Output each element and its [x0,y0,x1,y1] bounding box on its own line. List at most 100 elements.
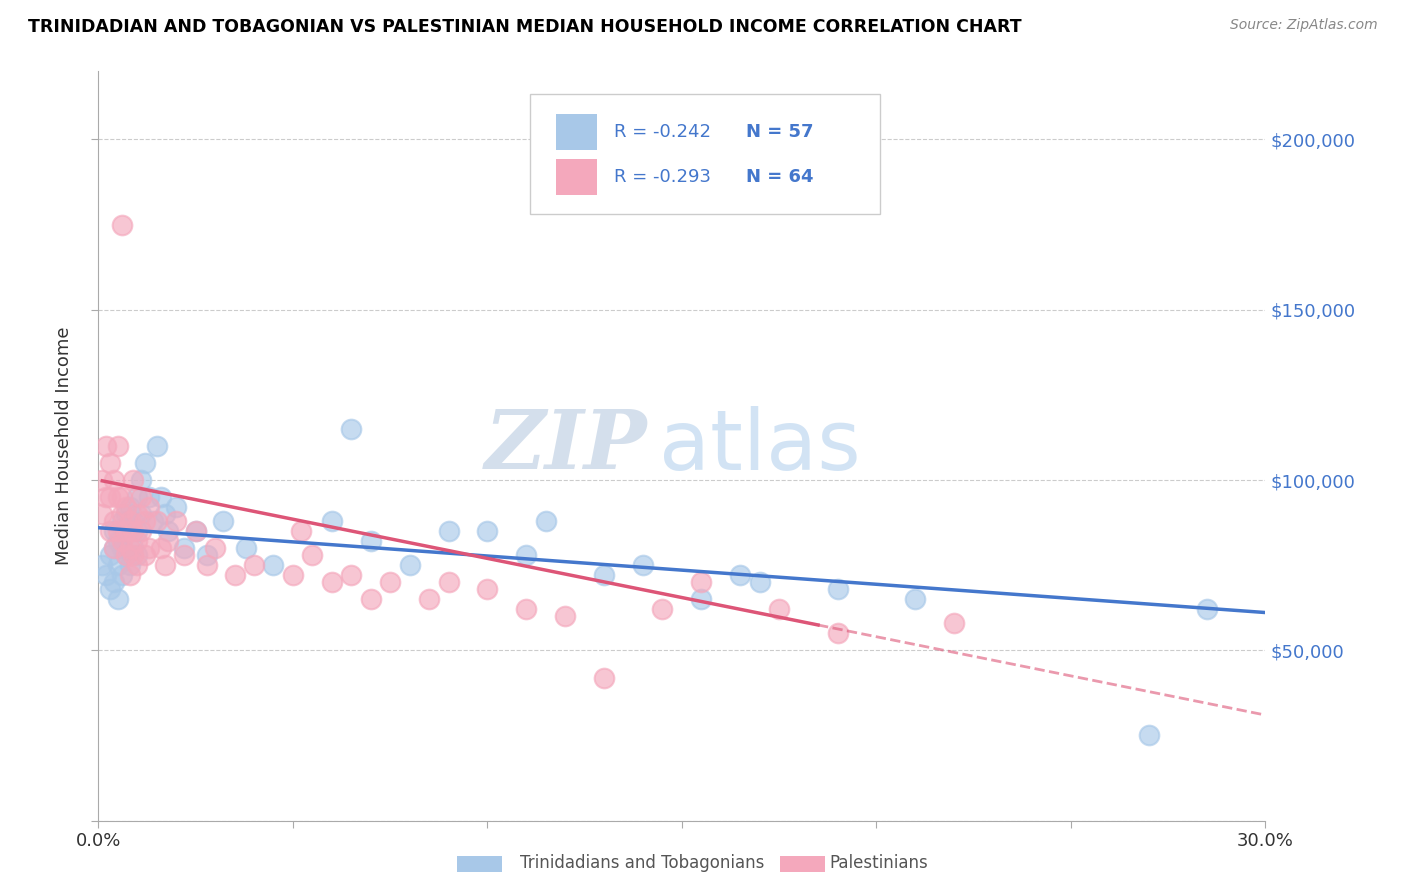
Point [149,541,172,556]
Point [321,575,343,590]
Point [730,568,752,582]
Point [114,548,136,562]
Point [138,541,160,556]
Point [103,541,125,556]
Point [290,524,312,538]
Point [340,568,363,582]
Point [146,514,169,528]
Point [149,490,172,504]
Point [768,602,790,616]
Point [127,548,149,562]
Point [111,541,134,556]
Point [1137,729,1160,743]
Point [129,507,152,521]
Point [827,582,849,596]
Point [98,524,121,538]
Point [127,524,149,538]
Point [103,575,125,590]
Point [690,592,713,607]
Point [515,548,537,562]
Point [593,568,616,582]
Point [631,558,654,573]
Point [827,626,849,640]
Point [111,514,134,528]
Point [142,514,165,528]
Text: N = 64: N = 64 [747,168,814,186]
Point [122,473,145,487]
Point [1195,602,1218,616]
Point [111,507,134,521]
Y-axis label: Median Household Income: Median Household Income [55,326,73,566]
Point [748,575,770,590]
Point [157,534,180,549]
Point [281,568,304,582]
Point [153,507,176,521]
FancyBboxPatch shape [530,94,880,214]
Point [321,514,343,528]
Point [651,602,673,616]
Point [360,592,382,607]
Point [138,500,160,515]
Point [398,558,420,573]
Text: Source: ZipAtlas.com: Source: ZipAtlas.com [1230,18,1378,32]
Point [111,218,134,232]
Point [129,524,152,538]
Point [96,439,118,453]
Point [690,575,713,590]
Point [122,524,145,538]
Point [418,592,440,607]
Text: Palestinians: Palestinians [830,855,928,872]
Point [107,524,129,538]
Point [129,490,152,504]
Point [114,524,136,538]
Point [118,568,141,582]
Point [103,524,125,538]
Point [134,548,156,562]
Point [118,514,141,528]
Point [103,514,125,528]
Point [212,514,235,528]
Point [195,558,218,573]
Point [118,541,141,556]
Text: N = 57: N = 57 [747,123,814,141]
Point [437,575,460,590]
Point [477,582,499,596]
Point [118,558,141,573]
Point [96,568,118,582]
Point [118,500,141,515]
Point [127,507,149,521]
Point [165,500,187,515]
Point [114,548,136,562]
Point [235,541,257,556]
Point [262,558,284,573]
Point [107,439,129,453]
Point [96,490,118,504]
FancyBboxPatch shape [555,114,596,150]
Point [204,541,226,556]
Point [146,439,169,453]
Point [477,524,499,538]
Point [173,541,195,556]
Point [111,568,134,582]
Point [195,548,218,562]
Text: TRINIDADIAN AND TOBAGONIAN VS PALESTINIAN MEDIAN HOUSEHOLD INCOME CORRELATION CH: TRINIDADIAN AND TOBAGONIAN VS PALESTINIA… [28,18,1022,36]
Point [360,534,382,549]
Point [91,558,114,573]
Point [904,592,927,607]
Point [138,490,160,504]
Point [437,524,460,538]
Text: atlas: atlas [658,406,860,486]
Point [91,473,114,487]
Point [107,592,129,607]
Point [103,473,125,487]
Text: ZIP: ZIP [484,406,647,486]
Point [98,582,121,596]
Point [943,616,966,631]
Text: R = -0.293: R = -0.293 [614,168,711,186]
Point [127,490,149,504]
Point [98,456,121,470]
Point [107,558,129,573]
Point [114,524,136,538]
Point [129,473,152,487]
Point [134,514,156,528]
